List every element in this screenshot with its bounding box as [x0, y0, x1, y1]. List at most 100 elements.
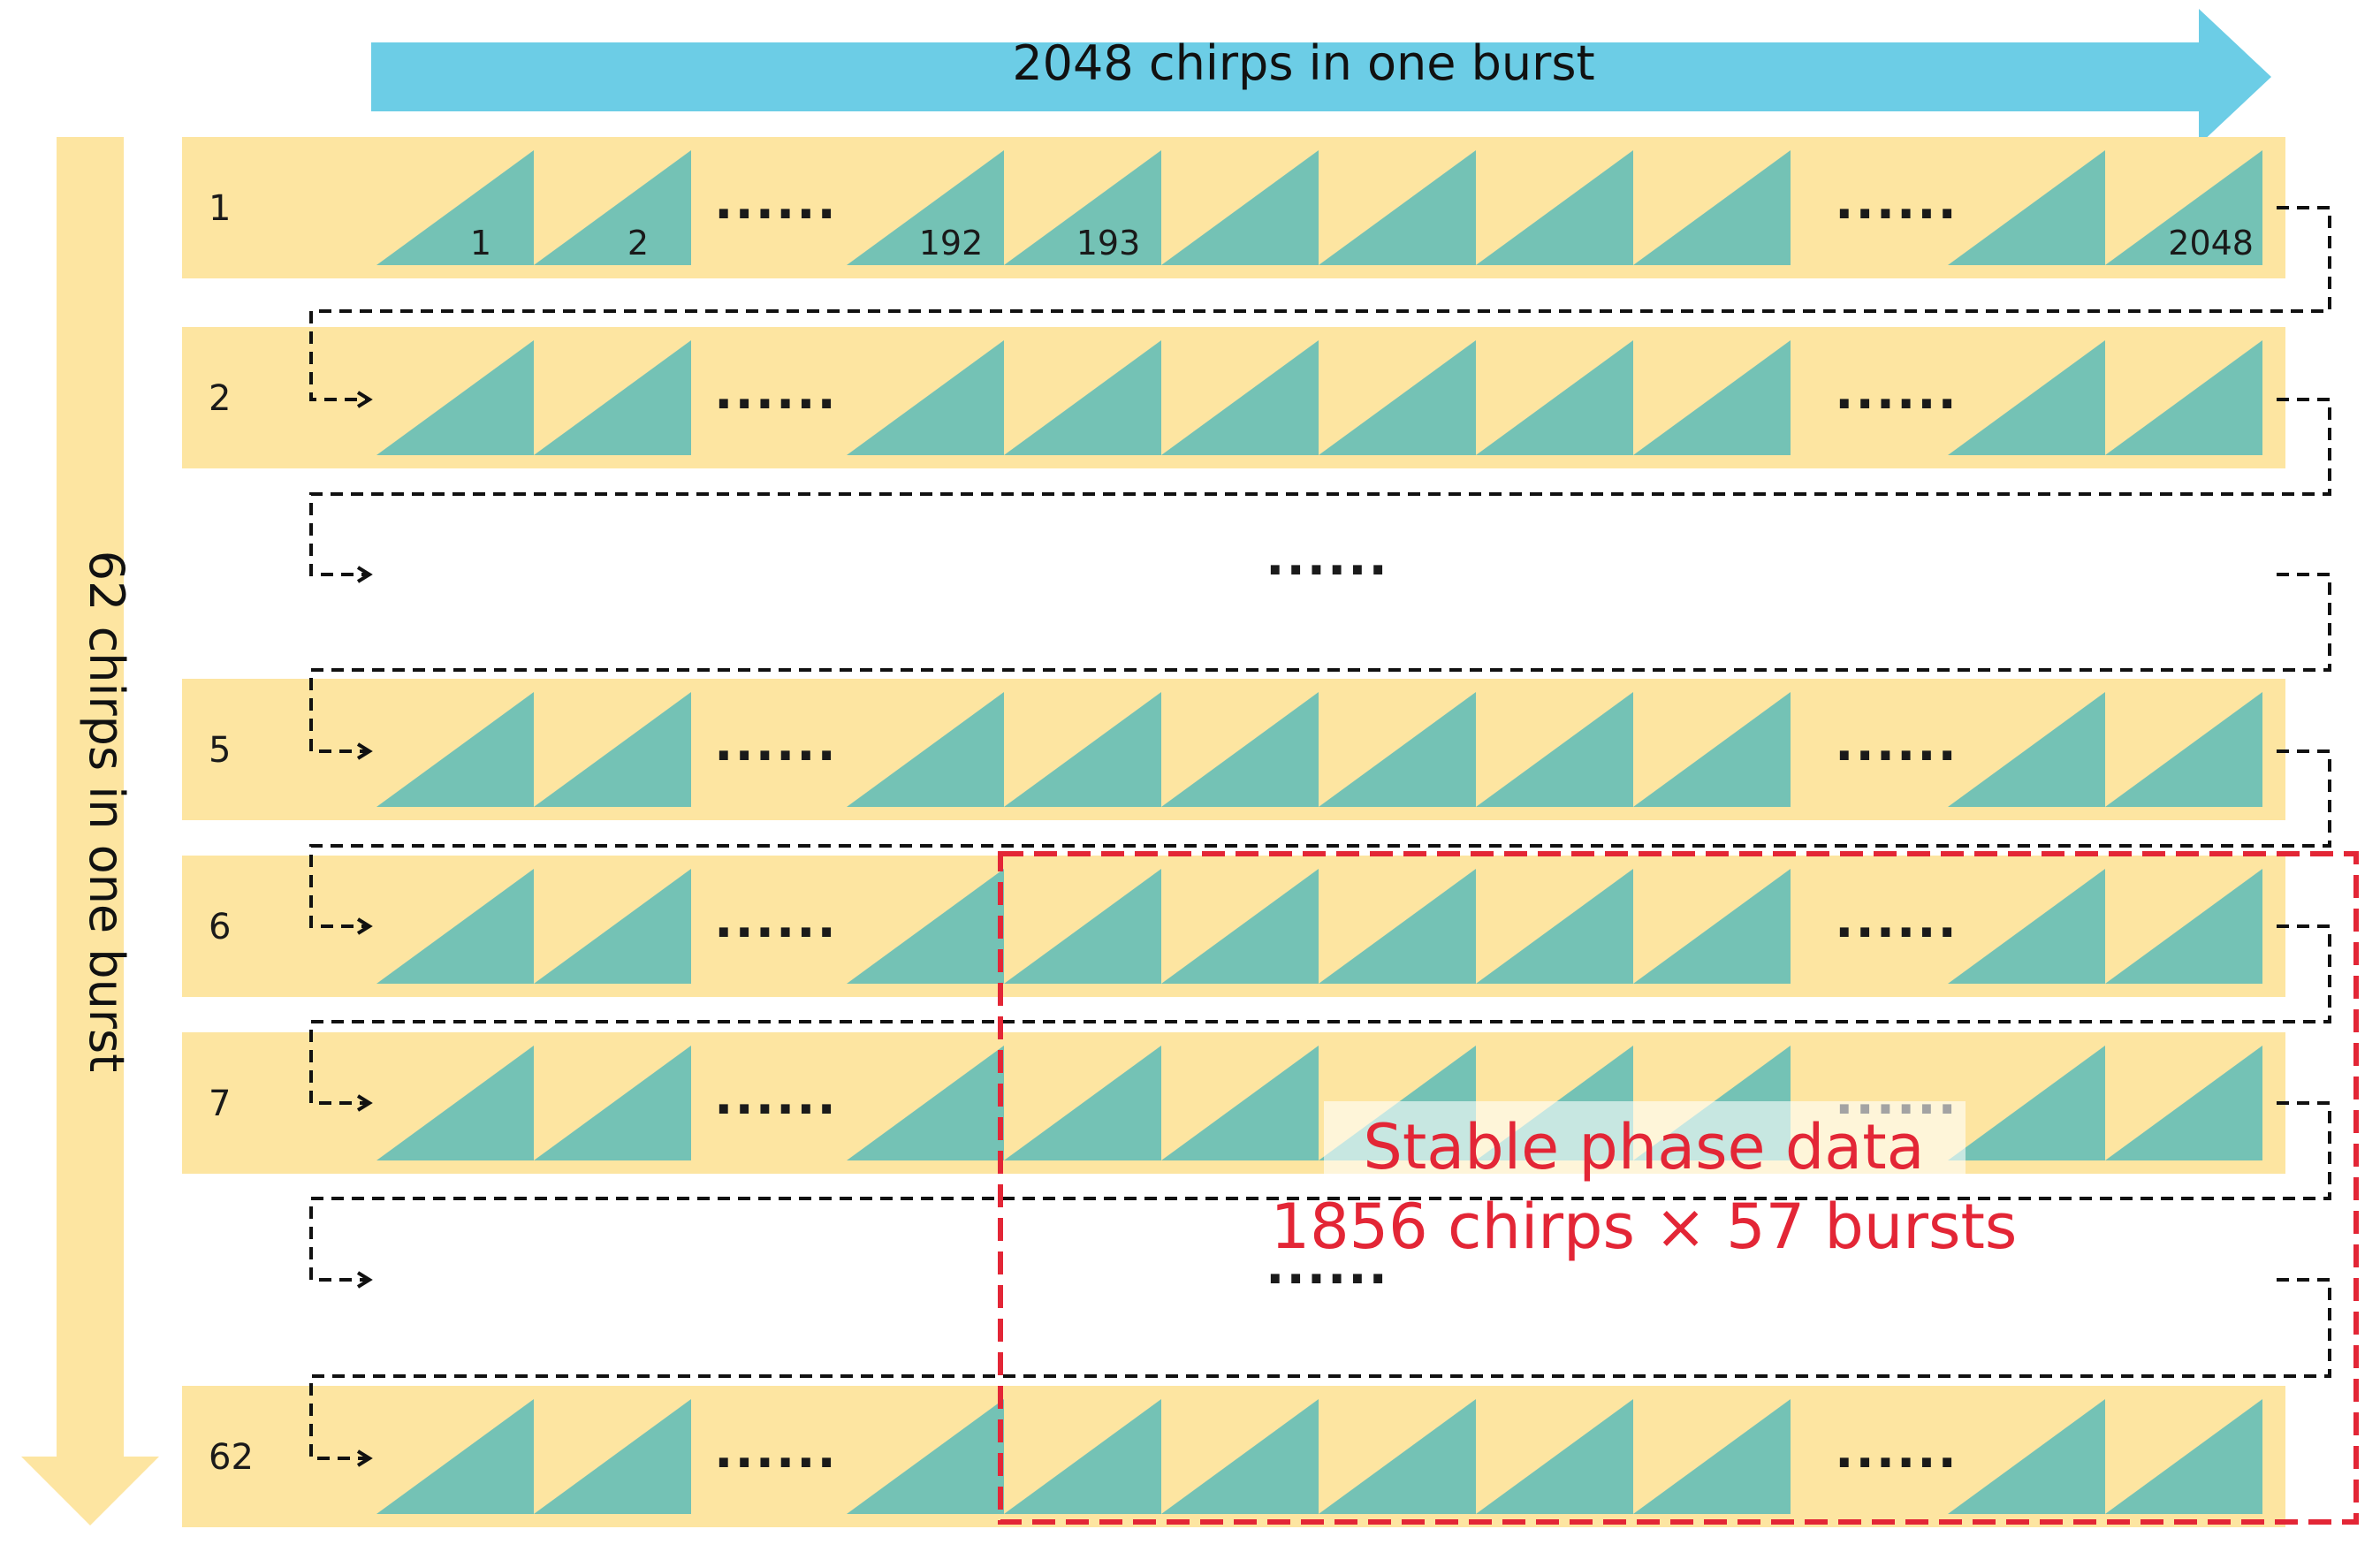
row-connector-arrow [309, 1101, 2331, 1289]
chirp-ellipsis: ...... [714, 173, 838, 231]
chirp-ellipsis: ...... [1835, 1422, 1958, 1480]
chirp-ramp [1161, 692, 1319, 807]
chirp-ramp [376, 150, 534, 265]
chirp-ellipsis: ...... [1835, 173, 1958, 231]
chirp-ramp [847, 340, 1004, 455]
chirp-ramp [1319, 1399, 1476, 1514]
chirp-ramp [1004, 869, 1161, 984]
chirp-ramp [847, 1399, 1004, 1514]
side-burst-arrow: 62 chirps in one burst [21, 137, 159, 1525]
chirp-ellipsis: ...... [714, 1069, 838, 1126]
chirp-order-connectors [309, 206, 2331, 1467]
burst-row: 2............ [182, 327, 2285, 468]
stable-phase-box [998, 851, 2359, 1525]
row-connector-arrow [309, 398, 2331, 583]
chirp-ramp [1004, 1399, 1161, 1514]
row-connector-arrow [309, 206, 2331, 408]
chirp-ramp [1633, 340, 1791, 455]
chirp-number: 1 [470, 224, 491, 262]
chirp-ramp [2105, 150, 2262, 265]
chirp-number: 192 [919, 224, 984, 262]
chirp-ellipsis: ...... [714, 1422, 838, 1480]
chirp-number: 2048 [2168, 224, 2254, 262]
row-label: 7 [209, 1084, 231, 1124]
burst-rows: 11 2 192 193 2048...... ......2...... ......5.… [182, 137, 2285, 1527]
chirp-ramp [1948, 150, 2105, 265]
chirp-ramp [1319, 340, 1476, 455]
chirp-ramp [847, 869, 1004, 984]
chirp-ramp [1633, 692, 1791, 807]
chirp-ellipsis: ...... [1835, 892, 1958, 949]
chirp-ramp [376, 869, 534, 984]
burst-row: 5............ [182, 679, 2285, 820]
chirp-ramp [1948, 869, 2105, 984]
chirp-ramp [1004, 150, 1161, 265]
chirp-ramp [1476, 1399, 1633, 1514]
chirp-ramp [1004, 692, 1161, 807]
chirp-ramp [2105, 1399, 2262, 1514]
chirp-ramp [1948, 1399, 2105, 1514]
burst-row: 6............ [182, 856, 2285, 997]
burst-row: 7............ [182, 1032, 2285, 1174]
burst-row: 62............ [182, 1386, 2285, 1527]
chirp-ramp [1161, 340, 1319, 455]
rows-gap-ellipsis-2: ...... [1266, 1238, 1389, 1296]
chirp-ramp [534, 692, 691, 807]
chirp-ramp [2105, 869, 2262, 984]
chirp-ellipsis: ...... [714, 363, 838, 421]
chirp-ellipsis: ...... [714, 892, 838, 949]
chirp-ramp [1633, 1399, 1791, 1514]
row-label: 2 [209, 378, 231, 419]
chirp-ramp [1319, 692, 1476, 807]
chirp-ramp [1004, 1046, 1161, 1160]
chirp-ramp [847, 150, 1004, 265]
chirp-ramp [1476, 869, 1633, 984]
chirp-ramp [2105, 692, 2262, 807]
chirp-ramp [376, 1046, 534, 1160]
chirp-number: 193 [1076, 224, 1141, 262]
chirp-ramp [534, 340, 691, 455]
stable-phase-region: Stable phase data 1856 chirps × 57 burst… [998, 851, 2359, 1525]
chirp-ramp [1319, 869, 1476, 984]
chirp-ellipsis: ...... [1835, 715, 1958, 772]
rows-gap-ellipsis-1: ...... [1266, 529, 1389, 587]
stable-phase-label-background [1324, 1101, 1966, 1186]
row-label: 1 [209, 188, 231, 229]
burst-row: 1 1 2 192 193 2048............ [182, 137, 2285, 278]
chirp-ramp [1161, 1046, 1319, 1160]
side-arrow-label: 62 chirps in one burst [79, 551, 134, 1073]
row-label: 5 [209, 730, 231, 771]
chirp-ramp [376, 692, 534, 807]
chirp-ramp [847, 692, 1004, 807]
chirp-ramp [1476, 692, 1633, 807]
chirp-ellipsis: ...... [714, 715, 838, 772]
row-connector-arrow [309, 573, 2331, 760]
chirp-ramp [1948, 340, 2105, 455]
top-burst-arrow: 2048 chirps in one burst [371, 9, 2271, 145]
row-connector-arrow [309, 749, 2331, 935]
chirp-ramp [2105, 1046, 2262, 1160]
chirp-ramp [376, 1399, 534, 1514]
chirp-ramp [1161, 1399, 1319, 1514]
chirp-ramp [1476, 150, 1633, 265]
chirp-ramp [1633, 150, 1791, 265]
chirp-ramp [1948, 692, 2105, 807]
chirp-ramp [1948, 1046, 2105, 1160]
chirp-ramp [1633, 869, 1791, 984]
chirp-ramp [1161, 869, 1319, 984]
chirp-ramp [1161, 150, 1319, 265]
row-connector-arrow [309, 924, 2331, 1112]
chirp-ramp [847, 1046, 1004, 1160]
row-connector-arrow [309, 1278, 2331, 1467]
chirp-ellipsis: ...... [1835, 363, 1958, 421]
top-arrow-shape [371, 9, 2271, 145]
chirp-ramp [2105, 340, 2262, 455]
stable-phase-title: Stable phase data [1363, 1111, 1924, 1183]
chirp-ramp [1319, 150, 1476, 265]
chirp-ramp [534, 150, 691, 265]
chirp-ramp [534, 869, 691, 984]
top-arrow-label: 2048 chirps in one burst [1012, 35, 1594, 91]
chirp-ramp [376, 340, 534, 455]
chirp-number: 2 [627, 224, 649, 262]
